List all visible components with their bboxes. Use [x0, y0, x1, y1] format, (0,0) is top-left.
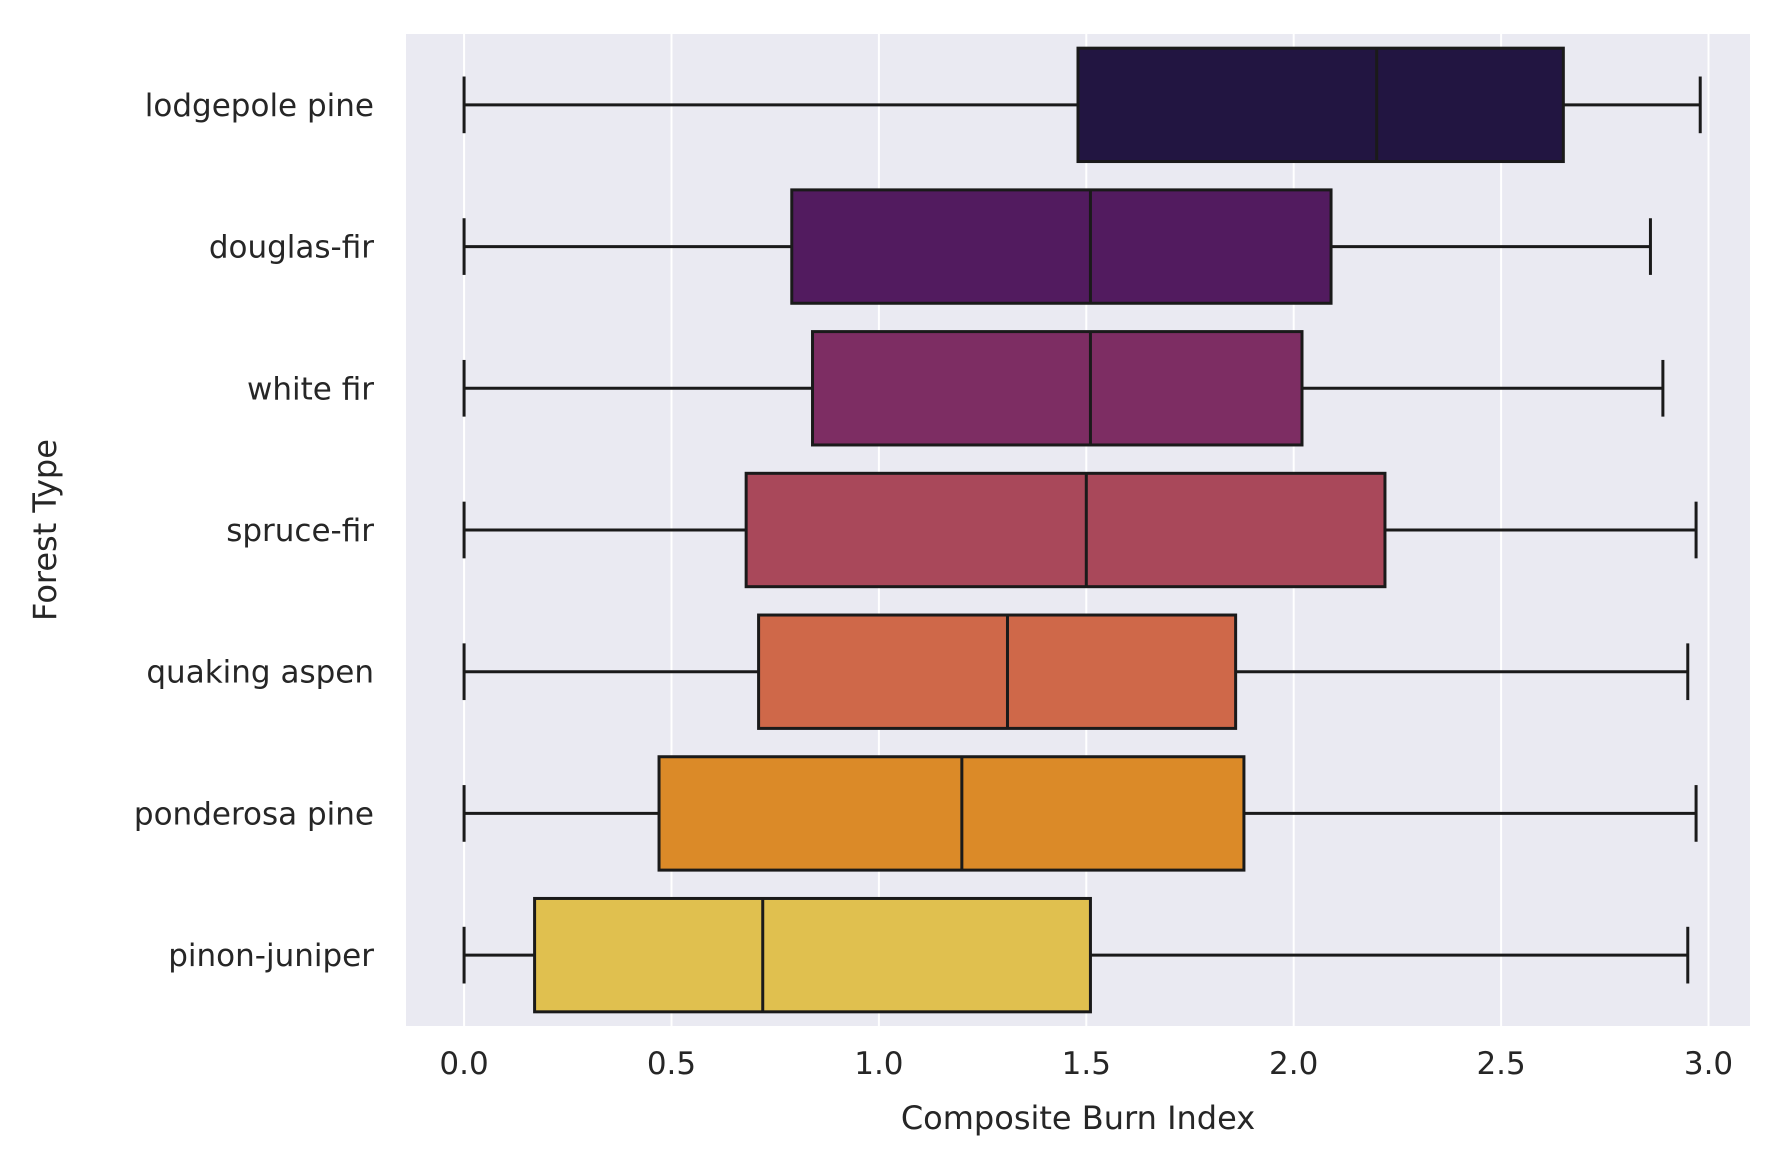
x-tick-label: 0.0 — [439, 1046, 488, 1082]
y-tick-label: pinon-juniper — [168, 938, 374, 974]
iqr-box — [790, 188, 1333, 305]
iqr-box — [657, 755, 1246, 872]
y-tick-label: lodgepole pine — [145, 88, 374, 124]
box-douglas-fir — [462, 188, 1652, 305]
x-tick-label: 3.0 — [1684, 1046, 1733, 1082]
y-tick-label: douglas-fir — [209, 230, 374, 266]
y-tick-label: white fir — [247, 371, 374, 407]
y-tick-label: spruce-fir — [226, 513, 374, 549]
x-tick-label: 2.0 — [1269, 1046, 1318, 1082]
y-axis-title: Forest Type — [26, 439, 64, 621]
x-axis-title: Composite Burn Index — [901, 1099, 1255, 1137]
iqr-box — [744, 471, 1387, 589]
y-tick-label: quaking aspen — [146, 655, 374, 691]
box-pinon-juniper — [462, 896, 1690, 1014]
x-tick-label: 1.5 — [1062, 1046, 1111, 1082]
box-lodgepole-pine — [462, 46, 1702, 164]
box-ponderosa-pine — [462, 755, 1698, 872]
x-axis-ticks: 0.0 0.5 1.0 1.5 2.0 2.5 3.0 — [439, 1046, 1733, 1082]
box-quaking-aspen — [462, 613, 1690, 730]
iqr-box — [533, 896, 1092, 1014]
x-tick-label: 1.0 — [854, 1046, 903, 1082]
x-tick-label: 2.5 — [1476, 1046, 1525, 1082]
box-spruce-fir — [462, 471, 1698, 589]
x-tick-label: 0.5 — [647, 1046, 696, 1082]
iqr-box — [757, 613, 1238, 730]
y-tick-label: ponderosa pine — [134, 796, 374, 832]
iqr-box — [1076, 46, 1565, 164]
y-axis-ticks: lodgepole pine douglas-fir white fir spruce… — [134, 88, 374, 974]
box-white-fir — [462, 330, 1665, 447]
box-series — [462, 46, 1702, 1014]
iqr-box — [811, 330, 1304, 447]
